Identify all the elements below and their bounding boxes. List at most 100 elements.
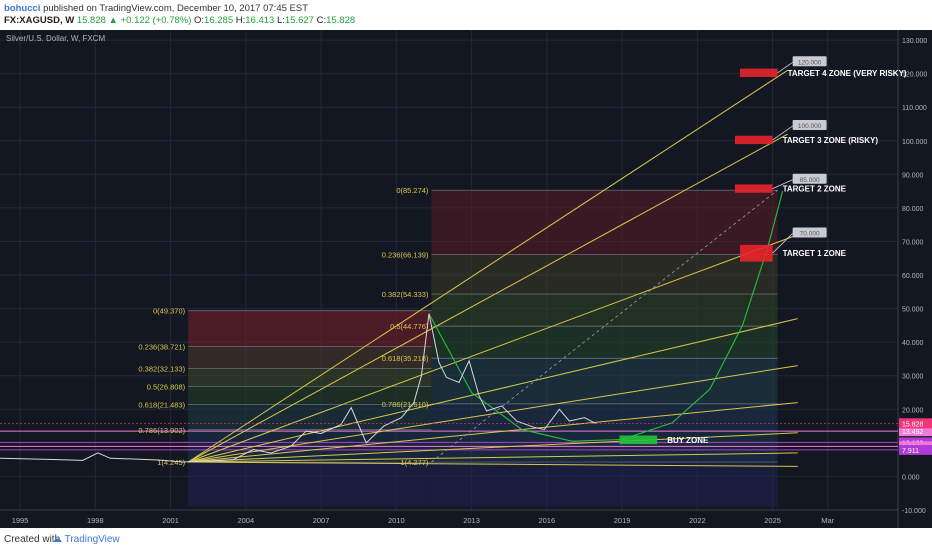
cloud-icon: ☁ [52,534,62,545]
callout-pointer [772,125,793,141]
y-tick-label: 60.000 [902,273,924,280]
support-level-tag [899,426,932,437]
x-tick-label: 2001 [162,516,179,525]
fib-right-band [431,326,778,359]
callout-box [792,227,827,238]
up-triangle-icon: ▲ [108,15,118,26]
x-tick-label: 2022 [689,516,706,525]
y-tick-label: 110.000 [902,105,927,112]
x-tick-label: 2013 [463,516,480,525]
callout-box [792,173,827,184]
fib-left-level-label: 0(49.370) [153,307,186,316]
fan-line [187,234,798,463]
zone-box [734,135,773,145]
x-tick-label: 2016 [538,516,555,525]
fib-left-band [188,310,432,347]
fib-left-level-label: 0.236(38.721) [138,342,185,351]
y-tick-label: 100.000 [902,139,927,146]
ohlc-open: 16.285 [204,15,234,26]
callout-pointer [777,61,793,74]
callout-text: 70.000 [800,230,820,237]
y-tick-label: 80.000 [902,206,924,213]
x-tick-label: 1995 [12,516,29,525]
fib-right-level-label: 0.382(54.333) [382,290,429,299]
x-tick-label: Mar [821,516,834,525]
fan-line [187,133,788,463]
support-level-value: 13.492 [902,429,924,436]
callout-pointer [772,233,793,254]
x-tick-label: 2019 [614,516,631,525]
zone-label: TARGET 1 ZONE [783,249,847,258]
fib-right-band [431,294,778,327]
current-price-tag [899,418,932,429]
fan-line [188,402,798,463]
y-tick-label: -10.000 [902,508,926,515]
zone-box [739,244,773,262]
ohlc-low-key: L: [276,15,285,26]
support-level-tag [899,444,932,455]
footer: Created with ☁ TradingView [0,528,932,550]
fib-left-level-label: 1(4.245) [157,458,185,467]
x-tick-label: 2004 [237,516,254,525]
published-text: published on TradingView.com, December 1… [43,3,308,14]
publisher-link[interactable]: bohucci [4,3,41,14]
zone-box [619,435,658,445]
price-line [0,313,596,463]
fib-left-level-label: 0.5(26.808) [147,382,186,391]
chart-title: Silver/U.S. Dollar, W, FXCM [6,34,105,43]
ohlc-close: 15.828 [326,15,356,26]
publish-line: bohucci published on TradingView.com, De… [4,3,308,14]
y-tick-label: 20.000 [902,407,924,414]
zone-label: BUY ZONE [667,436,709,445]
fib-left-band [188,368,432,387]
callout-box [792,120,827,131]
fib-left-band [188,462,432,507]
price-change: +0.122 (+0.78%) [120,15,192,26]
fib-left-band [188,346,432,369]
fib-left-level-label: 0.618(21.483) [138,400,185,409]
x-tick-label: 2010 [388,516,405,525]
x-tick-label: 1998 [87,516,104,525]
callout-text: 100.000 [798,123,822,130]
y-tick-label: 50.000 [902,307,924,314]
fib-left-level-label: 0.786(13.902) [138,426,185,435]
fib-right-band [431,462,778,507]
chart-header: bohucci published on TradingView.com, De… [0,0,932,30]
y-tick-label: 30.000 [902,374,924,381]
brand-name: TradingView [64,534,120,545]
projection-curve [428,190,784,442]
fib-right-level-label: 0.786(21.610) [382,400,429,409]
fan-line [188,452,798,463]
price-chart[interactable]: 130.000 120.000 110.000 100.000 90.000 80.000… [0,30,932,528]
callout-pointer [772,179,793,189]
fan-line [188,461,798,467]
ohlc-high-key: H: [235,15,246,26]
zone-box [734,184,773,193]
fib-right-band [431,190,778,255]
zone-label: TARGET 2 ZONE [783,185,847,194]
zone-label: TARGET 3 ZONE (RISKY) [783,136,879,145]
symbol-line: FX:XAGUSD, W 15.828 ▲ +0.122 (+0.78%) O:… [4,15,355,26]
symbol-name[interactable]: FX:XAGUSD, W [4,15,75,26]
x-tick-label: 2007 [313,516,330,525]
fib-right-level-label: 0(85.274) [396,186,429,195]
y-tick-label: 130.000 [902,38,927,45]
fan-line [188,318,798,463]
callout-box [792,56,827,67]
tradingview-logo[interactable]: ☁ TradingView [52,534,120,545]
current-price-value: 15.828 [902,421,924,428]
fib-right-level-label: 0.5(44.776) [390,322,429,331]
fib-right-band [431,358,778,404]
fib-left-level-label: 0.382(32.133) [138,365,185,374]
fan-line [187,69,788,463]
fib-right-level-label: 1(4.277) [401,458,429,467]
y-tick-label: 90.000 [902,172,924,179]
callout-text: 120.000 [798,59,822,66]
zone-box [739,68,778,77]
fan-line [188,432,798,463]
fib-right-level-label: 0.618(35.218) [382,354,429,363]
ohlc-close-key: C: [316,15,327,26]
fib-right-level-label: 0.236(66.139) [382,250,429,259]
y-tick-label: 0.000 [902,474,920,481]
ohlc-low: 15.627 [284,15,314,26]
